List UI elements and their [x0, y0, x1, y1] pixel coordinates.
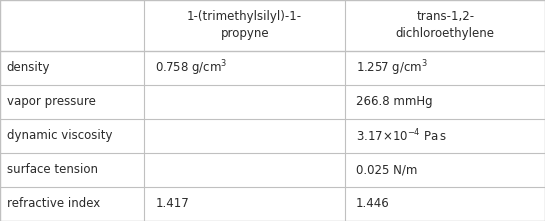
Text: refractive index: refractive index	[7, 198, 100, 210]
Text: 1-(trimethylsilyl)-1-
propyne: 1-(trimethylsilyl)-1- propyne	[187, 10, 302, 40]
Text: surface tension: surface tension	[7, 164, 98, 176]
Text: dynamic viscosity: dynamic viscosity	[7, 130, 112, 142]
Text: 1.257 g/cm$^3$: 1.257 g/cm$^3$	[356, 58, 428, 78]
Text: 1.446: 1.446	[356, 198, 390, 210]
Text: 266.8 mmHg: 266.8 mmHg	[356, 95, 433, 108]
Text: 0.025 N/m: 0.025 N/m	[356, 164, 417, 176]
Text: density: density	[7, 61, 50, 74]
Text: $3.17{\times}10^{-4}$ Pa s: $3.17{\times}10^{-4}$ Pa s	[356, 128, 447, 144]
Text: trans-1,2-
dichloroethylene: trans-1,2- dichloroethylene	[396, 10, 495, 40]
Text: 1.417: 1.417	[155, 198, 189, 210]
Text: vapor pressure: vapor pressure	[7, 95, 95, 108]
Text: 0.758 g/cm$^3$: 0.758 g/cm$^3$	[155, 58, 228, 78]
